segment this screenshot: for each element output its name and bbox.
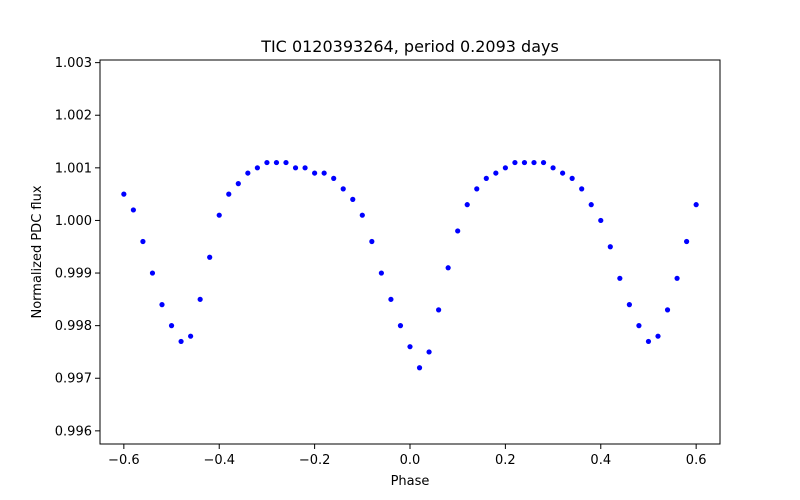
y-tick-label: 0.996 [55,424,92,439]
data-point [388,296,394,302]
data-point [664,307,671,313]
y-tick-label: 1.001 [55,161,92,176]
data-point [607,244,613,250]
data-point [455,228,461,234]
data-point [397,323,404,329]
x-tick-label: 0.4 [590,453,611,468]
data-point [531,159,537,166]
data-point [645,338,652,345]
data-point [407,344,413,350]
data-point [235,181,241,187]
data-point [359,212,365,218]
data-point [416,365,423,371]
data-point [312,170,318,176]
data-point [245,170,251,176]
data-point [302,165,308,171]
data-point [331,175,337,181]
data-point [273,159,280,166]
data-point [512,159,518,166]
data-point [178,338,184,345]
x-tick-label: 0.6 [686,453,707,468]
data-point [626,302,632,308]
data-point [207,254,213,260]
data-point [636,323,642,329]
data-point [684,238,690,245]
y-tick-label: 0.998 [55,319,92,334]
data-point [283,159,289,166]
data-point [350,196,356,202]
data-point [426,349,432,355]
plot-frame [99,59,721,445]
data-point [445,265,451,271]
data-point [140,238,146,245]
data-point [436,307,442,313]
y-tick-label: 0.999 [55,267,92,282]
data-point [197,296,203,302]
data-point [159,302,165,308]
x-tick-label: −0.2 [299,453,331,468]
x-tick-label: 0.2 [495,453,516,468]
data-point [521,159,528,166]
x-tick-label: −0.6 [108,453,140,468]
data-point [493,170,499,176]
y-tick-label: 1.003 [55,56,92,71]
x-tick-label: −0.4 [203,453,235,468]
x-axis-ticks: −0.6 −0.4 −0.2 0.0 0.2 0.4 0.6 [108,444,706,468]
data-point [483,175,489,181]
data-point [226,191,232,197]
data-point [149,270,156,276]
data-point [464,202,470,208]
data-point [369,238,375,245]
data-point [502,165,508,171]
data-point [655,333,661,339]
data-point [617,275,623,281]
data-point [216,212,222,218]
data-point [598,217,604,224]
x-axis-label: Phase [391,474,430,489]
data-point [579,186,585,192]
y-tick-label: 1.000 [55,214,92,229]
y-tick-label: 1.002 [55,109,92,124]
data-point [254,165,260,171]
data-point [264,159,270,166]
data-point [321,170,327,176]
y-axis-label: Normalized PDC flux [30,185,45,318]
data-point [121,191,127,197]
x-tick-label: 0.0 [400,453,421,468]
chart-title: TIC 0120393264, period 0.2093 days [260,37,559,56]
y-tick-label: 0.997 [55,372,92,387]
data-point [588,202,594,208]
data-point [560,170,566,176]
data-point [550,165,556,171]
data-point [340,186,346,192]
data-point [130,207,136,213]
data-point [569,175,575,181]
data-point [674,275,680,281]
y-axis-ticks: 0.996 0.997 0.998 0.999 1.000 1.001 1.002 1.003 [55,56,100,439]
scatter-points [121,159,699,371]
data-point [168,323,175,329]
data-point [540,159,547,166]
data-point [292,165,299,171]
data-point [693,202,699,208]
data-point [474,186,480,192]
data-point [188,333,194,339]
data-point [378,270,384,276]
